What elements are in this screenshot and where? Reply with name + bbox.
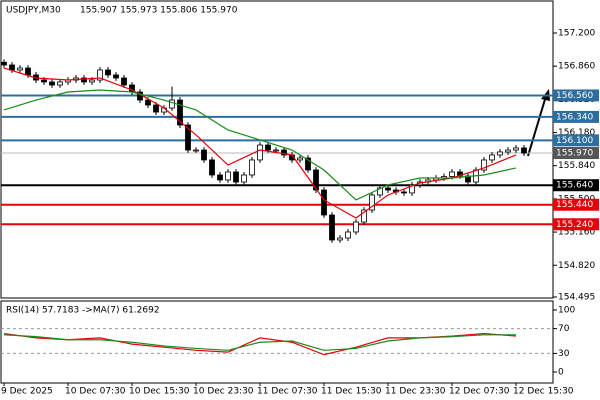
candle-body [489, 154, 495, 161]
y-tick-label: 157.200 [558, 28, 595, 38]
candle-body [49, 81, 55, 86]
candle-body [361, 209, 367, 223]
y-tick-label: 156.860 [558, 62, 595, 72]
x-tick-label: 9 Dec 2025 [1, 387, 53, 397]
level-label: 155.240 [556, 220, 593, 230]
candle-body [297, 157, 303, 161]
candle-body [177, 99, 183, 126]
candle-body [9, 64, 15, 71]
candle-body [201, 149, 207, 161]
x-tick-label: 10 Dec 15:30 [129, 387, 190, 397]
candle-body [385, 187, 391, 191]
candle-body [25, 67, 31, 76]
x-tick-label: 12 Dec 15:30 [513, 387, 574, 397]
candle-body [369, 194, 375, 211]
arrow-shaft [527, 95, 547, 157]
candle-body [225, 171, 231, 181]
candle-body [257, 144, 263, 161]
rsi-title: RSI(14) 57.7183 ->MA(7) 61.2692 [6, 306, 160, 316]
level-label-box [553, 218, 599, 231]
candle-body [41, 79, 47, 83]
candle-body [353, 221, 359, 233]
candle-body [449, 171, 455, 177]
y-tick-label: 155.160 [558, 228, 595, 238]
candle-body [217, 174, 223, 181]
y-tick-label: 0 [558, 368, 564, 378]
candle-body [241, 174, 247, 183]
level-label-box [553, 179, 599, 192]
candle-body [209, 159, 215, 176]
candle-body [345, 231, 351, 239]
candle-body [105, 69, 111, 76]
candle-body [1, 61, 7, 66]
x-tick-label: 11 Dec 23:30 [385, 387, 446, 397]
y-tick-label: 70 [558, 324, 570, 334]
y-tick-label: 154.820 [558, 261, 595, 271]
level-label: 155.640 [556, 181, 593, 191]
ohlc-header: 155.907 155.973 155.806 155.970 [80, 6, 238, 16]
candle-body [329, 214, 335, 241]
candle-body [169, 99, 175, 109]
y-tick-label: 155.840 [558, 161, 595, 171]
level-label: 156.560 [556, 91, 593, 101]
candle-body [337, 237, 343, 241]
candle-body [145, 99, 151, 106]
candle-body [377, 187, 383, 196]
candle-body [321, 189, 327, 216]
x-tick-label: 12 Dec 07:30 [449, 387, 510, 397]
candle-body [185, 124, 191, 151]
candle-body [281, 149, 287, 156]
candle-body [265, 144, 271, 151]
level-label: 156.340 [556, 112, 593, 122]
candle-body [233, 171, 239, 183]
x-tick-label: 11 Dec 07:30 [257, 387, 318, 397]
candle-body [505, 149, 511, 153]
candle-body [481, 159, 487, 171]
candle-body [97, 69, 103, 81]
x-tick-label: 10 Dec 07:30 [65, 387, 126, 397]
level-label: 155.440 [556, 200, 593, 210]
candle-body [81, 77, 87, 83]
level-label-box [553, 89, 599, 102]
candle-body [409, 184, 415, 194]
candle-body [401, 191, 407, 194]
rsi-line [3, 334, 516, 351]
symbol-title: USDJPY,M30 [6, 6, 61, 16]
level-label-box [553, 198, 599, 211]
candle-body [249, 159, 255, 176]
candle-body [521, 147, 527, 154]
rsi-panel [0, 300, 554, 384]
candle-body [17, 67, 23, 71]
level-label-box [553, 110, 599, 123]
candle-body [121, 77, 127, 86]
candle-body [193, 149, 199, 152]
moving-average [3, 89, 517, 201]
x-tick-label: 10 Dec 23:30 [193, 387, 254, 397]
candle-body [153, 104, 159, 113]
moving-average [3, 67, 517, 219]
candle-body [497, 151, 503, 156]
y-tick-label: 154.495 [558, 292, 595, 302]
y-tick-label: 100 [558, 306, 575, 316]
level-label: 155.970 [556, 149, 593, 159]
y-tick-label: 156.180 [558, 128, 595, 138]
level-label: 156.100 [556, 136, 593, 146]
candle-body [57, 81, 63, 86]
y-tick-label: 30 [558, 349, 570, 359]
candle-body [305, 157, 311, 171]
candle-body [273, 149, 279, 152]
level-label-box [553, 134, 599, 147]
candle-body [313, 169, 319, 191]
candle-body [513, 147, 519, 151]
candle-body [89, 79, 95, 83]
level-label-box [553, 147, 599, 160]
candle-body [113, 74, 119, 79]
x-tick-label: 11 Dec 15:30 [321, 387, 382, 397]
